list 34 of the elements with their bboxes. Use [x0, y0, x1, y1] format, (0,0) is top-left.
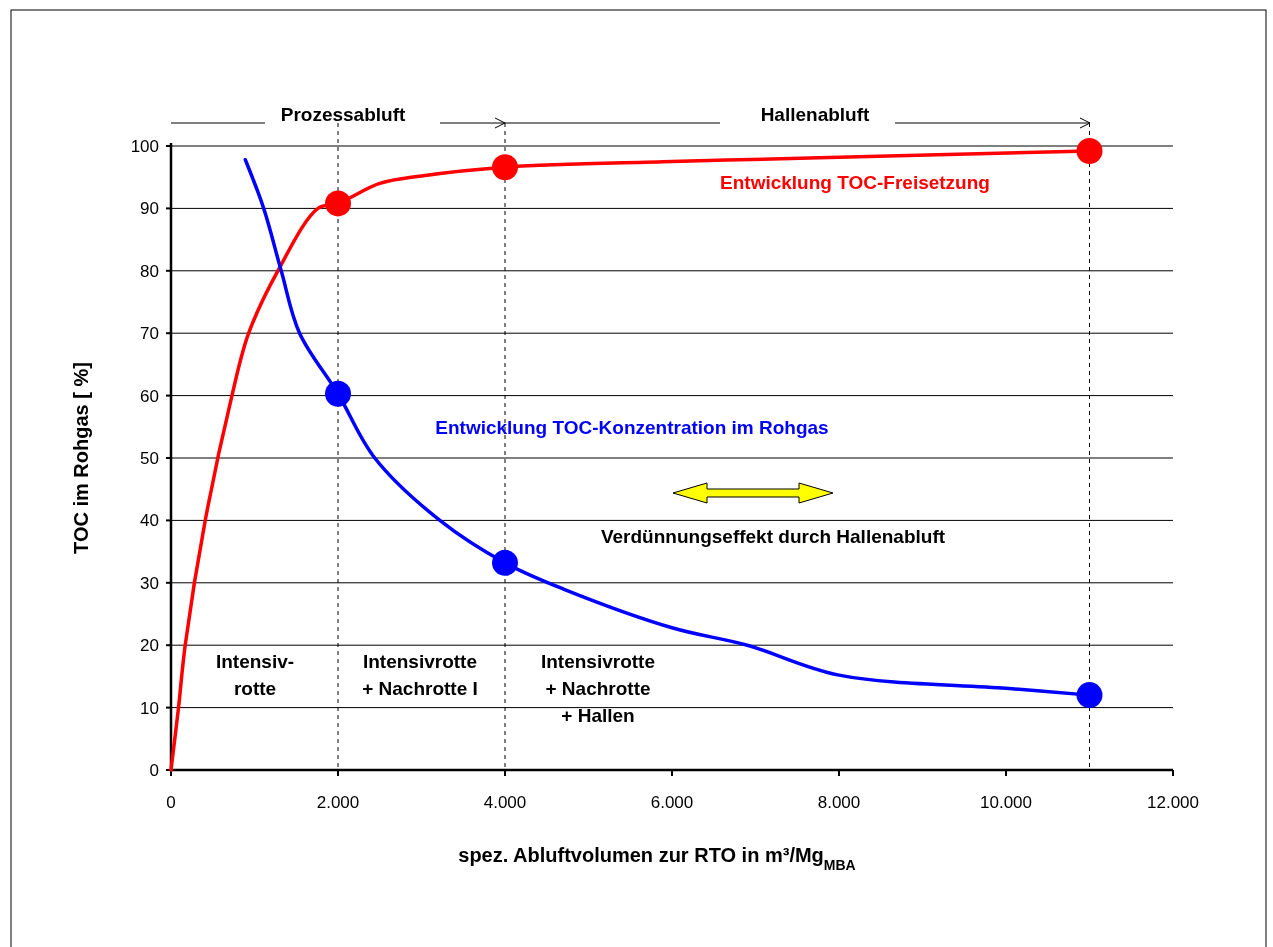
text: Entwicklung TOC-Konzentration im Rohgas	[435, 416, 829, 438]
x-axis-title: spez. Abluftvolumen zur RTO in m³/Mg$_{MBA}$	[458, 844, 856, 873]
point	[1076, 682, 1103, 709]
point	[325, 380, 351, 407]
y-axis-title: TOC im Rohgas [ %]	[70, 362, 92, 554]
x-tick-label: 10.000	[980, 793, 1032, 812]
x-tick-label: 0	[166, 793, 176, 812]
point	[492, 549, 518, 576]
y-tick-label: 60	[140, 386, 159, 406]
y-tick-label: 100	[130, 136, 159, 156]
annotation: Intensiv- rotte	[215, 651, 295, 699]
y-tick-label: 40	[140, 511, 159, 531]
y-tick-label: 50	[140, 448, 159, 468]
point	[492, 154, 518, 181]
x-tick-label: 2.000	[316, 793, 360, 812]
point	[325, 190, 351, 217]
annotation: Intensivrotte + Nachrotte + Hallen	[540, 651, 656, 726]
y-tick-label: 0	[149, 760, 159, 780]
x-tick-label: 8.000	[817, 793, 861, 812]
y-tick-label: 90	[140, 199, 159, 219]
annotation: Intensivrotte + Nachrotte I	[362, 651, 478, 699]
y-tick-label: 80	[140, 261, 159, 281]
y-tick-label: 70	[140, 324, 159, 344]
y-tick-label: 10	[140, 698, 159, 718]
point	[1076, 137, 1103, 164]
y-tick-label: 20	[140, 636, 159, 656]
x-tick-label: 12.000	[1147, 793, 1199, 812]
series-label: Entwicklung TOC-Freisetzung	[720, 171, 990, 193]
text: Hallenabluft	[760, 104, 871, 125]
annotation: Verdünnungseffekt durch Hallenabluft	[600, 526, 946, 547]
x-tick-label: 6.000	[650, 793, 694, 812]
text: Prozessabluft	[280, 104, 406, 125]
y-tick-label: 30	[140, 573, 159, 593]
x-tick-label: 4.000	[483, 793, 527, 812]
